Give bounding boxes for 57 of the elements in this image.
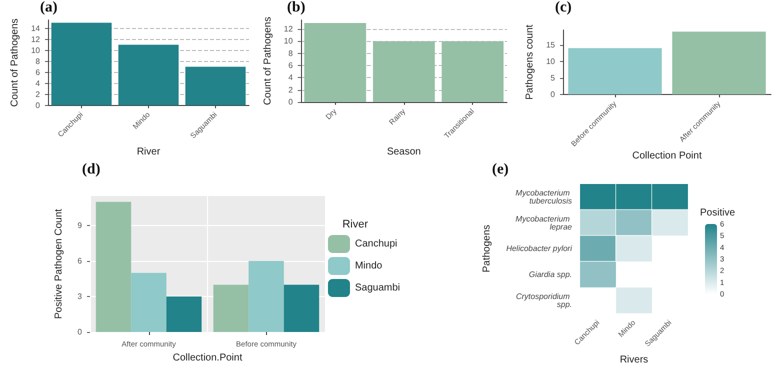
x-axis-title: Collection Point <box>632 150 702 162</box>
bar <box>166 296 202 332</box>
chart-title: (b) <box>287 0 306 16</box>
x-axis-title: Season <box>386 146 421 158</box>
y-tick-label: 6 <box>288 61 294 70</box>
y-tick-label: 10 <box>546 56 556 66</box>
legend-label: Mindo <box>354 260 383 272</box>
legend-title: River <box>342 218 368 230</box>
y-axis-title: Pathogens <box>482 224 492 273</box>
y-tick-label: 15 <box>546 40 556 50</box>
bar <box>131 272 166 332</box>
y-tick-label: 5 <box>550 73 556 82</box>
bar <box>96 202 132 332</box>
y-tick-label: 8 <box>36 56 41 66</box>
y-tick-label: 14 <box>31 24 41 33</box>
y-tick-label: 2 <box>36 90 41 99</box>
y-axis-title: Pathogens count <box>524 24 536 100</box>
y-tick-label: 9 <box>78 221 83 230</box>
y-tick-label: 4 <box>288 73 294 82</box>
chart-title: (e) <box>492 162 509 178</box>
y-tick-label: 10 <box>31 46 41 55</box>
y-axis-title: Count of Pathogens <box>10 18 21 107</box>
y-tick-label: 0 <box>78 328 83 336</box>
y-tick-label: 6 <box>36 68 41 77</box>
y-tick-label: 12 <box>284 24 294 34</box>
y-tick-label: Mycobacterium tuberculosis <box>516 188 572 206</box>
x-axis-title: Collection.Point <box>172 352 242 364</box>
y-tick-label: 0 <box>288 97 294 106</box>
color-bar-title: Positive <box>700 208 736 218</box>
chart-title: (a) <box>40 0 58 16</box>
y-tick-label: Crytosporidium spp. <box>516 292 572 309</box>
y-tick-label: Giardia spp. <box>528 270 572 279</box>
bar <box>213 284 249 332</box>
legend-label: Canchupi <box>354 238 398 250</box>
chart-title: (d) <box>82 162 100 178</box>
bar <box>118 44 179 106</box>
y-tick-label: 12 <box>31 34 41 44</box>
y-tick-label: Helicobacter pylori <box>506 244 572 254</box>
y-tick-label: 10 <box>284 36 294 46</box>
y-axis-title: Count of Pathogens <box>262 16 274 106</box>
y-tick-label: Mycobacterium leprae <box>516 214 573 232</box>
y-tick-label: 8 <box>288 48 294 58</box>
y-tick-label: 0 <box>550 90 556 99</box>
chart-title: (c) <box>555 0 572 16</box>
y-axis-title: Positive Pathogen Count <box>54 208 64 320</box>
y-tick-label: 0 <box>36 100 41 110</box>
bar <box>51 22 112 106</box>
y-tick-label: 2 <box>288 85 294 94</box>
x-axis-title: Rivers <box>620 354 648 366</box>
y-tick-label: 3 <box>78 292 83 302</box>
bar <box>248 261 284 332</box>
bar <box>185 66 246 106</box>
y-tick-label: 6 <box>78 256 83 266</box>
bar <box>284 284 320 332</box>
x-axis-title: River <box>136 146 161 158</box>
y-tick-label: 4 <box>36 78 41 88</box>
legend-label: Saguambi <box>354 282 400 294</box>
